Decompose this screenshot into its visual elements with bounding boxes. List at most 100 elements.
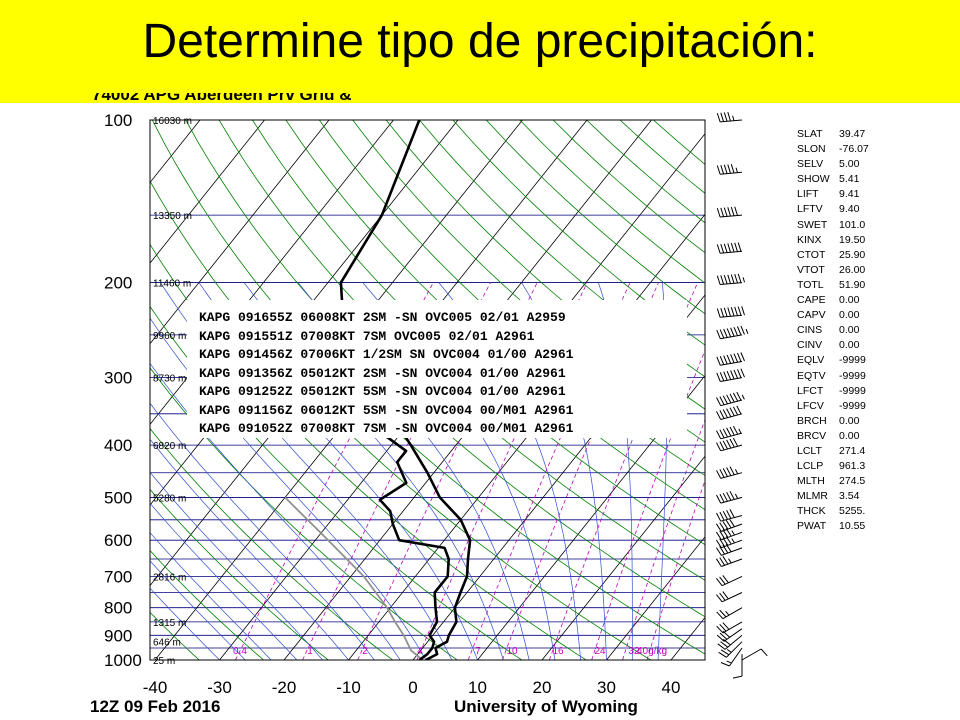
wind-barb-flag bbox=[716, 356, 721, 366]
wind-barb-flag bbox=[719, 546, 726, 555]
wind-barb-flag bbox=[719, 530, 726, 539]
wind-barb-flag bbox=[719, 557, 726, 566]
wind-barb-flag bbox=[716, 372, 721, 382]
index-value: 0.00 bbox=[839, 324, 860, 337]
height-label: 11460 m bbox=[153, 279, 191, 290]
wind-barb-flag bbox=[719, 429, 725, 439]
metar-report: KAPG 091052Z 07008KT 7SM -SN OVC004 00/M… bbox=[199, 421, 574, 436]
x-tick-label: -40 bbox=[143, 678, 168, 697]
wind-barb-flag bbox=[732, 425, 739, 435]
index-name: LCLT bbox=[797, 444, 822, 457]
index-name: LCLP bbox=[797, 460, 824, 473]
wind-barb-half bbox=[731, 538, 735, 544]
wind-barb-flag bbox=[730, 206, 735, 216]
wind-barb-flag bbox=[729, 466, 735, 476]
index-row: LFCT -9999 bbox=[797, 385, 869, 400]
wind-barb-half bbox=[738, 428, 742, 434]
index-value: 26.00 bbox=[839, 263, 866, 276]
index-row: SWET 101.0 bbox=[797, 219, 869, 234]
moist-adiabat bbox=[150, 471, 323, 660]
footer-date: 12Z 09 Feb 2016 bbox=[90, 697, 221, 716]
wind-barb-staff bbox=[723, 628, 743, 642]
wind-barb-flag bbox=[722, 575, 729, 584]
index-row: KINX 19.50 bbox=[797, 234, 869, 249]
index-name: TOTL bbox=[797, 278, 824, 291]
isotherm-line bbox=[150, 120, 265, 264]
wind-barb-flag bbox=[723, 371, 728, 381]
wind-barb-flag bbox=[740, 368, 745, 378]
wind-barb-flag bbox=[722, 556, 729, 565]
metar-report: KAPG 091156Z 06012KT 5SM -SN OVC004 00/M… bbox=[199, 402, 574, 418]
mixing-ratio-label: 1 bbox=[307, 646, 313, 657]
wind-barb-flag bbox=[733, 369, 739, 379]
wind-barb-flag bbox=[730, 354, 735, 364]
wind-barb-half bbox=[731, 530, 735, 536]
wind-barb-flag bbox=[719, 410, 725, 419]
index-name: KINX bbox=[797, 233, 822, 246]
wind-barb-flag bbox=[716, 611, 724, 620]
wind-barb-staff bbox=[722, 607, 743, 620]
wind-barb-flag bbox=[719, 522, 726, 531]
parcel-trace bbox=[284, 496, 424, 660]
index-value: 39.47 bbox=[839, 128, 866, 140]
height-label: 9960 m bbox=[153, 331, 186, 342]
height-label: 6820 m bbox=[153, 441, 186, 452]
mixing-ratio-label: 40g/kg bbox=[637, 646, 667, 657]
wind-barb-flag bbox=[719, 632, 728, 640]
wind-barb-flag bbox=[726, 408, 732, 418]
y-tick-label: 500 bbox=[104, 488, 132, 507]
index-row: LFTV 9.40 bbox=[797, 203, 869, 218]
index-row: LIFT 9.41 bbox=[797, 188, 869, 203]
wind-barb-flag bbox=[729, 518, 735, 528]
wind-barb-staff bbox=[720, 214, 743, 218]
index-row: SELV 5.00 bbox=[797, 158, 869, 173]
index-value: -9999 bbox=[839, 369, 866, 382]
wind-barb-flag bbox=[726, 328, 732, 338]
index-name: CTOT bbox=[797, 248, 826, 261]
wind-barb-staff bbox=[721, 547, 743, 556]
height-label: 1315 m bbox=[153, 618, 186, 629]
wind-barb-staff bbox=[720, 314, 743, 318]
wind-barb-flag bbox=[716, 112, 721, 123]
wind-barb-flag bbox=[722, 591, 729, 600]
wind-barb-staff bbox=[741, 648, 762, 661]
height-label: 13350 m bbox=[153, 211, 192, 222]
wind-barb-flag bbox=[730, 327, 735, 337]
wind-barb-flag bbox=[719, 511, 725, 521]
index-value: 0.00 bbox=[839, 414, 860, 427]
wind-barb-flag bbox=[760, 648, 768, 657]
wind-barb-flag bbox=[723, 164, 728, 174]
wind-barb-flag bbox=[737, 352, 742, 362]
wind-barb-flag bbox=[726, 427, 732, 437]
mixing-ratio-label: 10 bbox=[506, 646, 518, 657]
wind-barb-flag bbox=[726, 439, 732, 449]
x-tick-label: 0 bbox=[408, 678, 417, 697]
index-row: SLON -76.07 bbox=[797, 143, 869, 158]
wind-barb-flag bbox=[716, 634, 725, 642]
slide-title: Determine tipo de precipitación: bbox=[142, 15, 818, 68]
index-name: EQLV bbox=[797, 354, 825, 367]
sounding-indices: SLAT 39.47 SLON -76.07 SELV 5.00 SHOW 5.41 LIFT 9… bbox=[797, 128, 869, 536]
wind-barb-flag bbox=[719, 623, 727, 632]
index-name: LFCV bbox=[797, 399, 824, 412]
wind-barb-half bbox=[728, 558, 732, 564]
moist-adiabat bbox=[150, 438, 349, 660]
wind-barb-flag bbox=[723, 328, 728, 338]
wind-barb-flag bbox=[730, 370, 735, 380]
wind-barb-flag bbox=[722, 622, 730, 630]
wind-barb-half bbox=[745, 328, 749, 334]
wind-barb-flag bbox=[734, 306, 738, 316]
index-row: PWAT 10.55 bbox=[797, 520, 869, 535]
metar-report: KAPG 091551Z 07008KT 7SM OVC005 02/01 A2… bbox=[199, 328, 535, 344]
y-tick-label: 700 bbox=[104, 567, 132, 586]
wind-barb-flag bbox=[727, 207, 731, 217]
wind-barb-flag bbox=[719, 538, 726, 547]
index-row: LCLP 961.3 bbox=[797, 460, 869, 475]
wind-barb-flag bbox=[722, 492, 728, 502]
mixing-ratio-label: 24 bbox=[594, 646, 606, 657]
wind-barb-staff bbox=[720, 413, 743, 420]
wind-barb-flag bbox=[740, 325, 745, 335]
wind-barb-flag bbox=[736, 405, 742, 415]
wind-barb-half bbox=[726, 660, 732, 664]
wind-barb-flag bbox=[716, 397, 722, 406]
